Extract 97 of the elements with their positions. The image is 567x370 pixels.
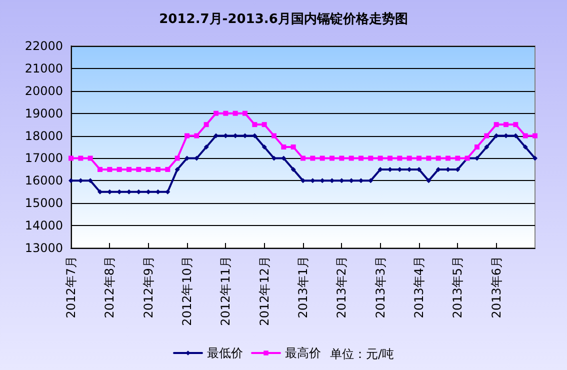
y-tick-label: 16000 <box>24 174 63 188</box>
point <box>281 144 286 150</box>
x-tick-label: 2013年3月 <box>373 256 388 318</box>
point <box>300 178 306 184</box>
point <box>532 133 538 138</box>
point <box>320 156 325 161</box>
x-tick-label: 2012年9月 <box>141 256 156 318</box>
point <box>204 144 209 150</box>
point <box>242 133 248 138</box>
point <box>107 166 112 172</box>
point <box>98 166 102 172</box>
point <box>174 156 180 161</box>
point <box>504 122 508 128</box>
x-tick-label: 2013年1月 <box>296 256 310 318</box>
point <box>494 122 499 128</box>
point <box>165 166 170 172</box>
y-tick-label: 17000 <box>24 151 63 166</box>
point <box>156 166 160 172</box>
x-tick-label: 2012年12月 <box>257 256 272 326</box>
point <box>262 122 267 128</box>
point <box>146 166 151 172</box>
point <box>416 156 422 161</box>
x-tick-label: 2012年7月 <box>64 256 78 318</box>
point <box>310 156 316 161</box>
point <box>214 133 218 138</box>
point <box>330 178 334 184</box>
point <box>513 122 518 128</box>
point <box>339 156 344 161</box>
point <box>156 189 160 194</box>
legend-label: 最高价 <box>285 346 321 360</box>
point <box>242 110 248 116</box>
text: 单位：元/吨 <box>330 347 394 361</box>
point <box>116 166 122 172</box>
point <box>204 122 209 128</box>
point <box>484 133 490 138</box>
point <box>397 156 402 161</box>
y-tick-label: 13000 <box>24 241 63 255</box>
point <box>474 156 480 161</box>
x-tick-label: 2013年6月 <box>489 256 504 318</box>
chart-title: 2012.7月-2013.6月国内镉锭价格走势图 <box>159 11 408 27</box>
point <box>426 156 432 161</box>
x-tick-label: 2013年2月 <box>334 256 349 318</box>
point <box>358 178 364 184</box>
point <box>184 133 190 138</box>
point <box>348 156 354 161</box>
point <box>68 178 74 184</box>
x-tick-label: 2012年10月 <box>180 256 194 326</box>
legend-label: 最低价 <box>207 346 243 360</box>
point <box>388 156 392 161</box>
point <box>368 156 374 161</box>
point <box>272 133 276 138</box>
point <box>504 133 508 138</box>
point <box>446 156 450 161</box>
y-tick-label: 18000 <box>24 128 63 143</box>
x-tick-label: 2013年4月 <box>412 256 426 318</box>
point <box>455 156 460 161</box>
point <box>194 133 200 138</box>
x-tick-label: 2013年5月 <box>450 256 465 318</box>
point <box>88 156 93 161</box>
x-tick-label: 2012年8月 <box>102 256 117 318</box>
point <box>98 189 102 194</box>
point <box>126 189 132 194</box>
point <box>232 110 238 116</box>
point <box>522 144 528 150</box>
point <box>484 144 490 150</box>
point <box>252 122 258 128</box>
point <box>474 144 480 150</box>
point <box>426 178 432 184</box>
point <box>290 166 296 172</box>
y-tick-label: 14000 <box>24 218 63 233</box>
point <box>436 156 441 161</box>
y-tick-label: 21000 <box>24 61 63 76</box>
point <box>262 144 267 150</box>
y-tick-label: 22000 <box>24 39 63 53</box>
point <box>272 156 276 161</box>
y-tick-label: 20000 <box>24 84 63 98</box>
point <box>165 189 170 194</box>
point <box>378 156 383 161</box>
y-tick-label: 19000 <box>24 106 63 120</box>
point <box>136 166 142 172</box>
point <box>290 144 296 150</box>
point <box>184 156 190 161</box>
y-tick-label: 15000 <box>24 196 63 210</box>
point <box>406 156 412 161</box>
point <box>223 110 228 116</box>
point <box>300 156 306 161</box>
point <box>68 156 74 161</box>
point <box>174 166 180 172</box>
point <box>126 166 132 172</box>
point <box>532 156 538 161</box>
point <box>522 133 528 138</box>
point <box>214 110 218 116</box>
point <box>368 178 374 184</box>
point <box>358 156 364 161</box>
point <box>78 156 84 161</box>
x-tick-label: 2012年11月 <box>218 256 233 326</box>
point <box>330 156 334 161</box>
